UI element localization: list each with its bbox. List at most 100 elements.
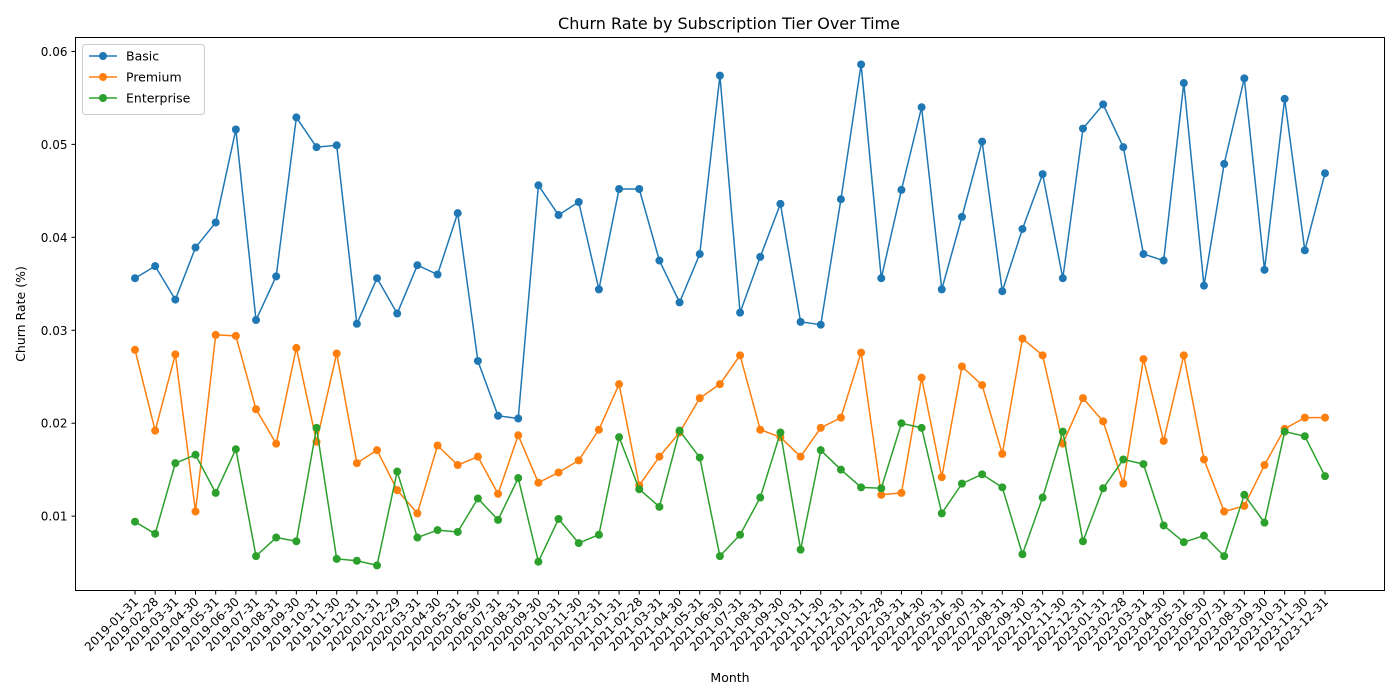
legend-marker bbox=[99, 94, 107, 102]
data-point-basic bbox=[836, 195, 845, 204]
data-point-premium bbox=[615, 380, 624, 389]
data-point-enterprise bbox=[635, 485, 644, 494]
data-point-basic bbox=[352, 319, 361, 328]
data-point-basic bbox=[433, 270, 442, 279]
data-point-premium bbox=[191, 507, 200, 516]
data-point-premium bbox=[554, 468, 563, 477]
data-point-basic bbox=[675, 298, 684, 307]
data-point-basic bbox=[635, 184, 644, 193]
data-point-enterprise bbox=[292, 537, 301, 546]
plot-area-frame bbox=[75, 37, 1385, 591]
data-point-basic bbox=[1280, 94, 1289, 103]
y-axis-label: Churn Rate (%) bbox=[13, 266, 28, 362]
data-point-enterprise bbox=[655, 502, 664, 511]
data-point-premium bbox=[917, 373, 926, 382]
data-point-premium bbox=[655, 452, 664, 461]
data-point-enterprise bbox=[272, 533, 281, 542]
data-point-enterprise bbox=[1159, 521, 1168, 530]
legend-item-basic: Basic bbox=[89, 49, 159, 64]
data-point-premium bbox=[534, 478, 543, 487]
data-point-basic bbox=[736, 308, 745, 317]
data-point-basic bbox=[998, 287, 1007, 296]
data-point-enterprise bbox=[957, 479, 966, 488]
data-point-enterprise bbox=[1038, 493, 1047, 502]
data-point-enterprise bbox=[836, 465, 845, 474]
series-premium bbox=[131, 330, 1329, 518]
data-point-enterprise bbox=[352, 556, 361, 565]
data-point-premium bbox=[131, 345, 139, 354]
data-point-enterprise bbox=[473, 494, 482, 503]
data-point-enterprise bbox=[736, 530, 745, 539]
data-point-premium bbox=[877, 490, 886, 499]
data-point-enterprise bbox=[1220, 552, 1229, 561]
data-point-enterprise bbox=[393, 467, 402, 476]
data-point-premium bbox=[756, 425, 765, 434]
data-point-premium bbox=[373, 446, 382, 455]
data-point-enterprise bbox=[1260, 518, 1269, 527]
y-tick-label: 0.05 bbox=[41, 138, 68, 152]
data-point-enterprise bbox=[1058, 427, 1067, 436]
data-point-basic bbox=[373, 274, 382, 283]
data-point-enterprise bbox=[1199, 531, 1208, 540]
y-tick-label: 0.03 bbox=[41, 324, 68, 338]
y-axis: 0.01 0.02 0.03 0.04 0.05 0.06 bbox=[41, 45, 76, 524]
y-tick-label: 0.04 bbox=[41, 231, 68, 245]
data-point-basic bbox=[937, 285, 946, 294]
data-point-premium bbox=[695, 394, 704, 403]
data-point-basic bbox=[272, 272, 281, 281]
data-point-basic bbox=[877, 274, 886, 283]
data-point-enterprise bbox=[715, 552, 724, 561]
data-point-premium bbox=[1199, 455, 1208, 464]
chart-title: Churn Rate by Subscription Tier Over Tim… bbox=[558, 14, 900, 33]
data-point-enterprise bbox=[574, 539, 583, 548]
data-point-basic bbox=[413, 261, 422, 270]
data-point-premium bbox=[1159, 436, 1168, 445]
data-point-enterprise bbox=[433, 526, 442, 535]
data-point-enterprise bbox=[554, 514, 563, 523]
data-point-basic bbox=[1038, 170, 1047, 179]
data-point-basic bbox=[615, 184, 624, 193]
data-point-premium bbox=[1099, 417, 1108, 426]
data-point-basic bbox=[1018, 224, 1027, 233]
data-point-basic bbox=[312, 143, 321, 152]
y-tick-label: 0.02 bbox=[41, 417, 68, 431]
data-point-enterprise bbox=[594, 530, 603, 539]
x-axis-label: Month bbox=[710, 670, 749, 685]
data-point-premium bbox=[1038, 351, 1047, 360]
data-point-basic bbox=[171, 295, 180, 304]
legend-label: Enterprise bbox=[126, 91, 191, 106]
data-point-premium bbox=[292, 343, 301, 352]
data-point-premium bbox=[352, 459, 361, 468]
data-point-basic bbox=[1119, 143, 1128, 152]
data-point-premium bbox=[453, 461, 462, 470]
data-point-basic bbox=[574, 198, 583, 207]
data-point-premium bbox=[231, 331, 240, 340]
data-point-enterprise bbox=[252, 552, 261, 561]
data-point-enterprise bbox=[695, 453, 704, 462]
data-point-basic bbox=[1159, 256, 1168, 265]
data-point-enterprise bbox=[373, 561, 382, 570]
data-point-premium bbox=[836, 413, 845, 422]
data-point-basic bbox=[756, 252, 765, 261]
data-point-enterprise bbox=[776, 428, 785, 437]
data-point-basic bbox=[695, 250, 704, 259]
data-point-premium bbox=[494, 489, 503, 498]
data-point-basic bbox=[494, 411, 503, 420]
data-point-enterprise bbox=[231, 445, 240, 454]
data-point-basic bbox=[1139, 250, 1148, 259]
data-point-enterprise bbox=[1139, 460, 1148, 469]
data-point-enterprise bbox=[1099, 484, 1108, 493]
data-point-premium bbox=[393, 486, 402, 495]
data-point-enterprise bbox=[816, 446, 825, 455]
data-point-basic bbox=[1321, 169, 1329, 178]
data-point-enterprise bbox=[151, 529, 160, 538]
data-point-enterprise bbox=[1321, 472, 1329, 481]
data-point-basic bbox=[1179, 79, 1188, 88]
legend-label: Basic bbox=[126, 49, 159, 64]
data-point-premium bbox=[473, 452, 482, 461]
data-point-enterprise bbox=[534, 557, 543, 566]
data-point-basic bbox=[897, 185, 906, 194]
data-point-basic bbox=[1058, 274, 1067, 283]
data-point-premium bbox=[715, 380, 724, 389]
legend-item-premium: Premium bbox=[89, 70, 182, 85]
